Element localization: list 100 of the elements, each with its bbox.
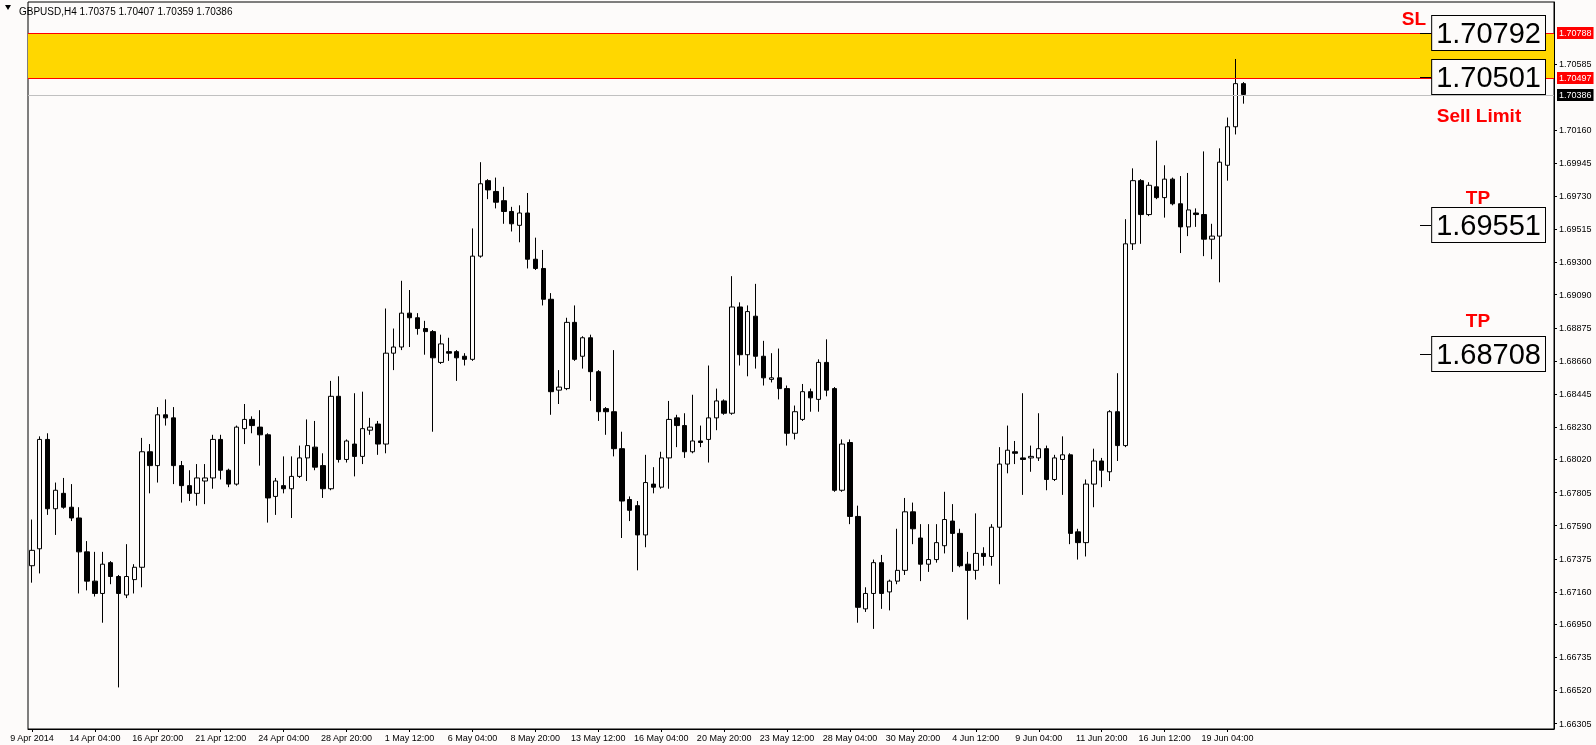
candlestick xyxy=(784,385,790,447)
candlestick xyxy=(525,192,530,269)
candlestick xyxy=(179,460,184,504)
candlestick xyxy=(666,400,672,490)
candlestick xyxy=(273,477,278,516)
candlestick xyxy=(1107,409,1112,482)
candlestick xyxy=(202,463,208,505)
candlestick xyxy=(454,349,459,382)
candlestick xyxy=(312,420,318,471)
candlestick xyxy=(1201,150,1207,257)
candlestick xyxy=(1130,167,1136,251)
candlestick xyxy=(627,495,632,522)
y-tick-label: 1.67805 xyxy=(1559,487,1592,498)
candlestick xyxy=(92,551,98,598)
candlestick xyxy=(194,463,200,507)
x-tick-label: 16 Jun 12:00 xyxy=(1138,732,1191,743)
y-tick-label: 1.67590 xyxy=(1559,520,1592,531)
candlestick xyxy=(1217,147,1222,283)
y-tick-label: 1.66305 xyxy=(1559,718,1592,729)
y-tick-label: 1.70585 xyxy=(1559,59,1592,70)
annotation: SL xyxy=(1401,7,1427,29)
annotation: 1.70501 xyxy=(1436,61,1541,93)
x-tick-label: 16 Apr 20:00 xyxy=(132,732,184,743)
candlestick xyxy=(76,506,82,594)
ref-line-label: 1.70788 xyxy=(1559,28,1592,39)
candlestick xyxy=(438,334,444,365)
candlestick xyxy=(808,388,813,413)
candlestick xyxy=(863,586,868,613)
candlestick xyxy=(61,477,66,510)
candlestick xyxy=(1233,58,1238,135)
candlestick xyxy=(957,528,963,568)
candlestick xyxy=(367,417,373,436)
candlestick xyxy=(1154,140,1159,200)
x-tick-label: 8 May 20:00 xyxy=(510,732,561,743)
candlestick xyxy=(470,227,475,362)
candlestick xyxy=(556,369,562,405)
candlestick xyxy=(879,554,884,610)
candlestick xyxy=(147,443,153,494)
candlestick xyxy=(132,563,137,594)
y-tick-label: 1.69300 xyxy=(1559,257,1592,268)
annotation: TP xyxy=(1465,309,1491,331)
candlestick xyxy=(375,420,381,456)
x-tick-label: 23 May 12:00 xyxy=(759,732,815,743)
candlestick xyxy=(100,551,105,624)
candlestick xyxy=(242,403,247,445)
candlestick xyxy=(824,338,829,397)
y-tick-label: 1.68230 xyxy=(1559,422,1592,433)
candlestick xyxy=(839,438,845,493)
candlestick xyxy=(1005,425,1010,474)
candlestick xyxy=(210,434,216,490)
candlestick xyxy=(485,178,491,200)
candlestick xyxy=(729,275,735,416)
candlestick xyxy=(171,406,176,485)
candlestick xyxy=(391,328,396,371)
annotation: 1.68708 xyxy=(1436,338,1541,370)
candlestick xyxy=(352,392,357,477)
candlestick xyxy=(69,483,74,522)
x-tick-label: 24 Apr 04:00 xyxy=(258,732,310,743)
candlestick xyxy=(745,304,750,377)
candlestick xyxy=(1075,528,1081,561)
candlestick xyxy=(281,455,286,494)
candlestick xyxy=(45,432,50,516)
candlestick xyxy=(501,186,507,225)
candlestick xyxy=(265,432,271,524)
candlestick xyxy=(1012,440,1018,465)
candlestick xyxy=(1083,478,1089,557)
y-tick-label: 1.69730 xyxy=(1559,191,1592,202)
candlestick xyxy=(596,369,601,422)
x-tick-label: 21 Apr 12:00 xyxy=(195,732,247,743)
candlestick xyxy=(548,292,554,416)
chart-title: GBPUSD,H4 1.70375 1.70407 1.70359 1.70386 xyxy=(19,5,233,17)
candlestick xyxy=(981,546,986,567)
candlestick xyxy=(1186,172,1191,237)
candlestick xyxy=(1178,175,1183,254)
candlestick xyxy=(37,435,42,574)
candlestick xyxy=(533,237,538,271)
candlestick xyxy=(1036,412,1041,462)
candlestick xyxy=(1044,445,1049,491)
candlestick xyxy=(1028,445,1034,473)
candlestick xyxy=(832,386,837,493)
candlestick xyxy=(714,388,719,431)
y-tick-label: 1.68020 xyxy=(1559,454,1592,465)
candlestick xyxy=(226,468,231,488)
candlestick xyxy=(816,358,821,413)
annotation: 1.70792 xyxy=(1436,17,1541,49)
candlestick xyxy=(651,466,656,494)
candlestick xyxy=(1099,457,1104,488)
candlestick xyxy=(541,249,546,306)
candlestick xyxy=(1170,177,1175,206)
candlestick xyxy=(674,414,680,448)
candlestick xyxy=(942,491,947,554)
candlestick xyxy=(297,445,302,479)
x-tick-label: 13 May 12:00 xyxy=(571,732,626,743)
candlestick xyxy=(1138,178,1144,245)
x-tick-label: 1 May 12:00 xyxy=(384,732,435,743)
x-tick-label: 16 May 04:00 xyxy=(633,732,689,743)
candlestick xyxy=(572,304,577,362)
y-tick-label: 1.68660 xyxy=(1559,355,1592,366)
candlestick xyxy=(737,301,743,366)
annotation: 1.69551 xyxy=(1436,209,1541,241)
